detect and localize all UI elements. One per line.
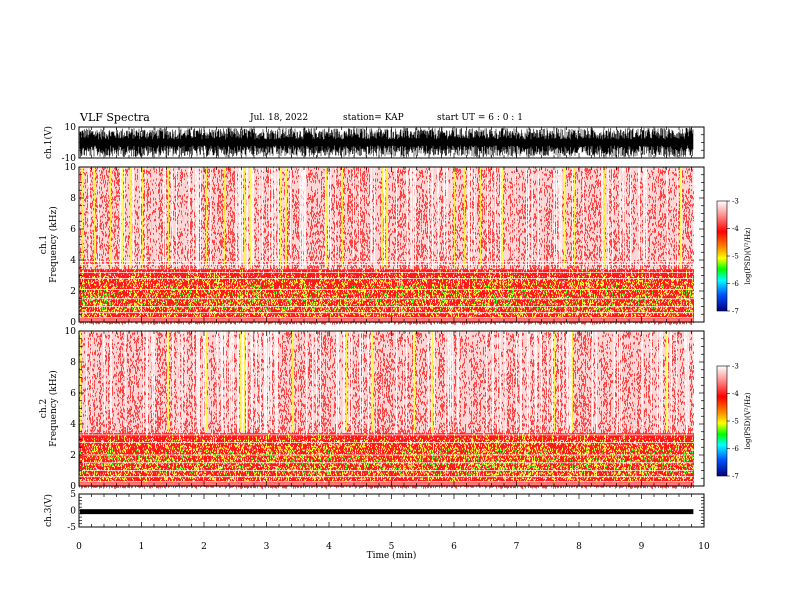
- x-tick-label: 1: [139, 542, 145, 552]
- colorbar-tick-label: -7: [732, 308, 739, 316]
- colorbar-tick-label: -5: [732, 418, 739, 426]
- colorbar-tick-label: -5: [732, 253, 739, 261]
- x-tick-label: 2: [201, 542, 207, 552]
- y-tick-label: 5: [70, 490, 76, 500]
- x-axis-label: Time (min): [367, 550, 417, 561]
- spectrogram-yellow-speckle: [79, 331, 694, 482]
- colorbar-tick-label: -3: [732, 363, 739, 371]
- ch1-waveform-trace: [79, 127, 694, 158]
- y-axis-label: Frequency (kHz): [48, 206, 59, 283]
- x-tick-label: 8: [576, 542, 582, 552]
- y-tick-label: -10: [62, 154, 77, 164]
- station-label: station= KAP: [343, 113, 404, 123]
- spectrogram-base-band: [79, 482, 694, 486]
- start-time-label: start UT = 6 : 0 : 1: [437, 113, 523, 123]
- y-axis-label: ch.1: [39, 235, 49, 254]
- page-title: VLF Spectra: [80, 111, 150, 124]
- y-tick-label: 10: [65, 327, 77, 337]
- colorbar-tick-label: -4: [732, 225, 739, 233]
- y-tick-label: -5: [67, 523, 76, 533]
- y-tick-label: 6: [70, 389, 76, 399]
- x-tick-label: 3: [264, 542, 270, 552]
- y-tick-label: 8: [70, 194, 76, 204]
- x-tick-label: 5: [389, 542, 395, 552]
- spectrogram-base-band: [79, 318, 694, 322]
- colorbar-tick-label: -6: [732, 445, 739, 453]
- y-tick-label: 2: [70, 287, 76, 297]
- colorbar-tick-label: -4: [732, 390, 739, 398]
- spectrogram-yellow-speckle: [79, 167, 694, 318]
- colorbar-label: log(PSD)(V²/Hz): [744, 227, 752, 284]
- colorbar-tick-label: -3: [732, 198, 739, 206]
- x-tick-label: 10: [698, 542, 710, 552]
- date-label: Jul. 18, 2022: [250, 113, 309, 123]
- y-axis-label: ch.1(V): [43, 126, 54, 159]
- spectrogram-white-streaks: [79, 167, 682, 291]
- y-axis-label: ch.3(V): [43, 494, 54, 527]
- colorbar-tick-label: -7: [732, 473, 739, 481]
- x-tick-label: 6: [451, 542, 457, 552]
- y-tick-label: 0: [70, 318, 76, 328]
- x-tick-label: 4: [326, 542, 332, 552]
- x-tick-label: 7: [514, 542, 520, 552]
- y-axis-label: ch.2: [39, 399, 49, 418]
- y-tick-label: 8: [70, 358, 76, 368]
- y-tick-label: 4: [70, 256, 76, 266]
- y-axis-label: Frequency (kHz): [48, 370, 59, 447]
- colorbar-tick-label: -6: [732, 280, 739, 288]
- y-tick-label: 10: [65, 123, 77, 133]
- y-tick-label: 4: [70, 420, 76, 430]
- y-tick-label: 6: [70, 225, 76, 235]
- colorbar-label: log(PSD)(V²/Hz): [744, 392, 752, 449]
- colorbar-1: [716, 200, 728, 312]
- y-tick-label: 10: [65, 163, 77, 173]
- colorbar-2: [716, 365, 728, 477]
- y-tick-label: 0: [70, 507, 76, 517]
- y-tick-label: 0: [70, 482, 76, 492]
- spectrogram-white-streaks: [86, 331, 689, 455]
- x-tick-label: 0: [76, 542, 82, 552]
- ch3-waveform-trace: [80, 509, 694, 515]
- y-tick-label: 2: [70, 451, 76, 461]
- x-tick-label: 9: [639, 542, 645, 552]
